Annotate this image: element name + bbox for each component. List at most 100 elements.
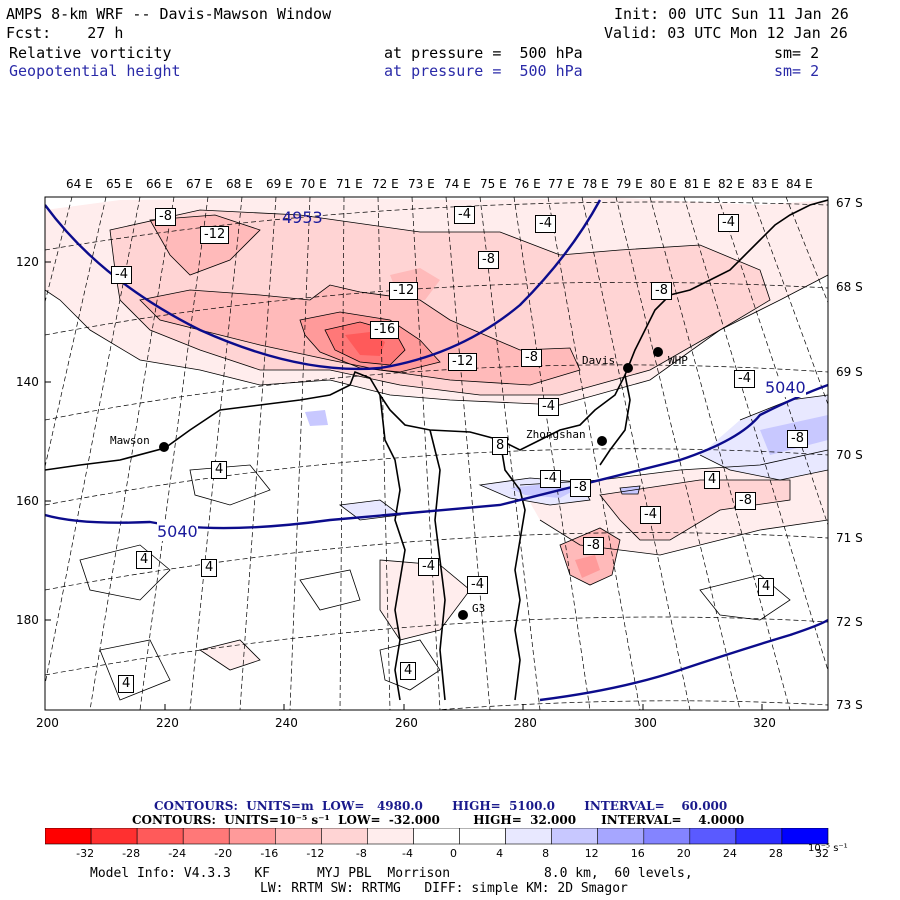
vorticity-label: -8 (521, 349, 542, 367)
x-tick-label: 300 (634, 716, 657, 730)
y-tick-label: 120 (16, 255, 39, 269)
station-label-davis: Davis (582, 354, 616, 367)
vorticity-shading (45, 198, 828, 670)
colorbar-cell (597, 828, 645, 845)
colorbar-cell (45, 828, 92, 845)
vorticity-label: -8 (155, 208, 176, 226)
vorticity-label: 4 (201, 559, 218, 577)
field2-level: at pressure = 500 hPa (384, 62, 583, 80)
axis-ticks (44, 261, 763, 710)
colorbar-label: -28 (122, 847, 140, 860)
lon-label: 76 E (514, 177, 541, 191)
height-contour-info: CONTOURS: UNITS=m LOW= 4980.0 HIGH= 5100… (154, 799, 728, 813)
vorticity-label: -16 (370, 321, 400, 339)
colorbar-cell (643, 828, 691, 845)
field1-smoothing: sm= 2 (774, 44, 820, 62)
x-tick-label: 240 (275, 716, 298, 730)
field2-smoothing: sm= 2 (774, 62, 820, 80)
colorbar-cell (321, 828, 368, 845)
station-g3-dot (458, 610, 468, 620)
vorticity-label: -4 (467, 576, 488, 594)
lon-label: 71 E (336, 177, 363, 191)
lon-label: 83 E (752, 177, 779, 191)
vorticity-label: 8 (492, 437, 509, 455)
vorticity-contours (45, 209, 828, 701)
lon-label: 64 E (66, 177, 93, 191)
colorbar-label: -20 (214, 847, 232, 860)
colorbar-cell (781, 828, 829, 845)
lon-label: 70 E (300, 177, 327, 191)
lat-label: 68 S (836, 280, 863, 294)
lon-label: 82 E (718, 177, 745, 191)
colorbar-label: -16 (260, 847, 278, 860)
station-davis-dot (623, 363, 633, 373)
x-tick-label: 200 (36, 716, 59, 730)
physics-info: LW: RRTM SW: RRTMG DIFF: simple KM: 2D S… (260, 881, 628, 896)
colorbar-label: 0 (450, 847, 457, 860)
vorticity-height-map (44, 196, 829, 711)
y-tick-label: 160 (16, 494, 39, 508)
field1-name: Relative vorticity (9, 44, 172, 62)
colorbar-label: 20 (677, 847, 691, 860)
station-zhongshan-dot (597, 436, 607, 446)
vorticity-label: -4 (418, 558, 439, 576)
lon-label: 73 E (408, 177, 435, 191)
latlon-grid (45, 197, 828, 710)
colorbar-cell (228, 828, 276, 845)
height-contour-label: 5040 (765, 378, 806, 397)
vorticity-label: 4 (400, 662, 417, 680)
colorbar-label: 32 (815, 847, 829, 860)
colorbar-label: 28 (769, 847, 783, 860)
vorticity-label: -12 (389, 282, 419, 300)
valid-time: Valid: 03 UTC Mon 12 Jan 26 (604, 24, 848, 42)
station-mawson-dot (159, 442, 169, 452)
lon-label: 74 E (444, 177, 471, 191)
colorbar-cell (367, 828, 414, 845)
colorbar-label: 4 (496, 847, 503, 860)
colorbar-label: 16 (631, 847, 645, 860)
x-tick-label: 320 (753, 716, 776, 730)
model-info: Model Info: V4.3.3 KF MYJ PBL Morrison 8… (90, 866, 693, 881)
vorticity-colorbar: -32 -28 -24 -20 -16 -12 -8 -4 0 4 8 12 16 20 24 28 32 (45, 828, 829, 860)
height-contour-label: 5040 (157, 522, 198, 541)
colorbar-cell (551, 828, 599, 845)
station-whp-dot (653, 347, 663, 357)
colorbar-cell (182, 828, 230, 845)
colorbar-cell (689, 828, 737, 845)
lon-label: 75 E (480, 177, 507, 191)
colorbar-label: 12 (585, 847, 599, 860)
colorbar-label: -24 (168, 847, 186, 860)
vorticity-label: 4 (758, 578, 775, 596)
lat-label: 70 S (836, 448, 863, 462)
vorticity-label: -4 (535, 215, 556, 233)
lon-label: 80 E (650, 177, 677, 191)
x-tick-label: 280 (514, 716, 537, 730)
vorticity-label: -8 (651, 282, 672, 300)
colorbar-label: -8 (356, 847, 367, 860)
vorticity-label: -4 (538, 398, 559, 416)
vorticity-label: 4 (118, 675, 135, 693)
vorticity-label: 4 (136, 551, 153, 569)
colorbar-cell (90, 828, 138, 845)
lon-label: 69 E (266, 177, 293, 191)
lon-label: 84 E (786, 177, 813, 191)
lon-label: 67 E (186, 177, 213, 191)
lat-label: 67 S (836, 196, 863, 210)
colorbar-units: 10⁻⁵ s⁻¹ (808, 843, 848, 854)
vorticity-label: -12 (200, 226, 230, 244)
y-tick-label: 180 (16, 613, 39, 627)
colorbar-cell (735, 828, 783, 845)
lon-label: 77 E (548, 177, 575, 191)
vorticity-contour-info: CONTOURS: UNITS=10⁻⁵ s⁻¹ LOW= -32.000 HI… (132, 813, 745, 827)
lat-label: 72 S (836, 615, 863, 629)
colorbar-cell (136, 828, 184, 845)
vorticity-label: 4 (211, 461, 228, 479)
lon-label: 66 E (146, 177, 173, 191)
field1-level: at pressure = 500 hPa (384, 44, 583, 62)
product-title: AMPS 8-km WRF -- Davis-Mawson Window (6, 5, 332, 23)
x-tick-label: 260 (395, 716, 418, 730)
lon-label: 72 E (372, 177, 399, 191)
colorbar-cell (459, 828, 506, 845)
field2-name: Geopotential height (9, 62, 181, 80)
vorticity-label: -4 (454, 206, 475, 224)
